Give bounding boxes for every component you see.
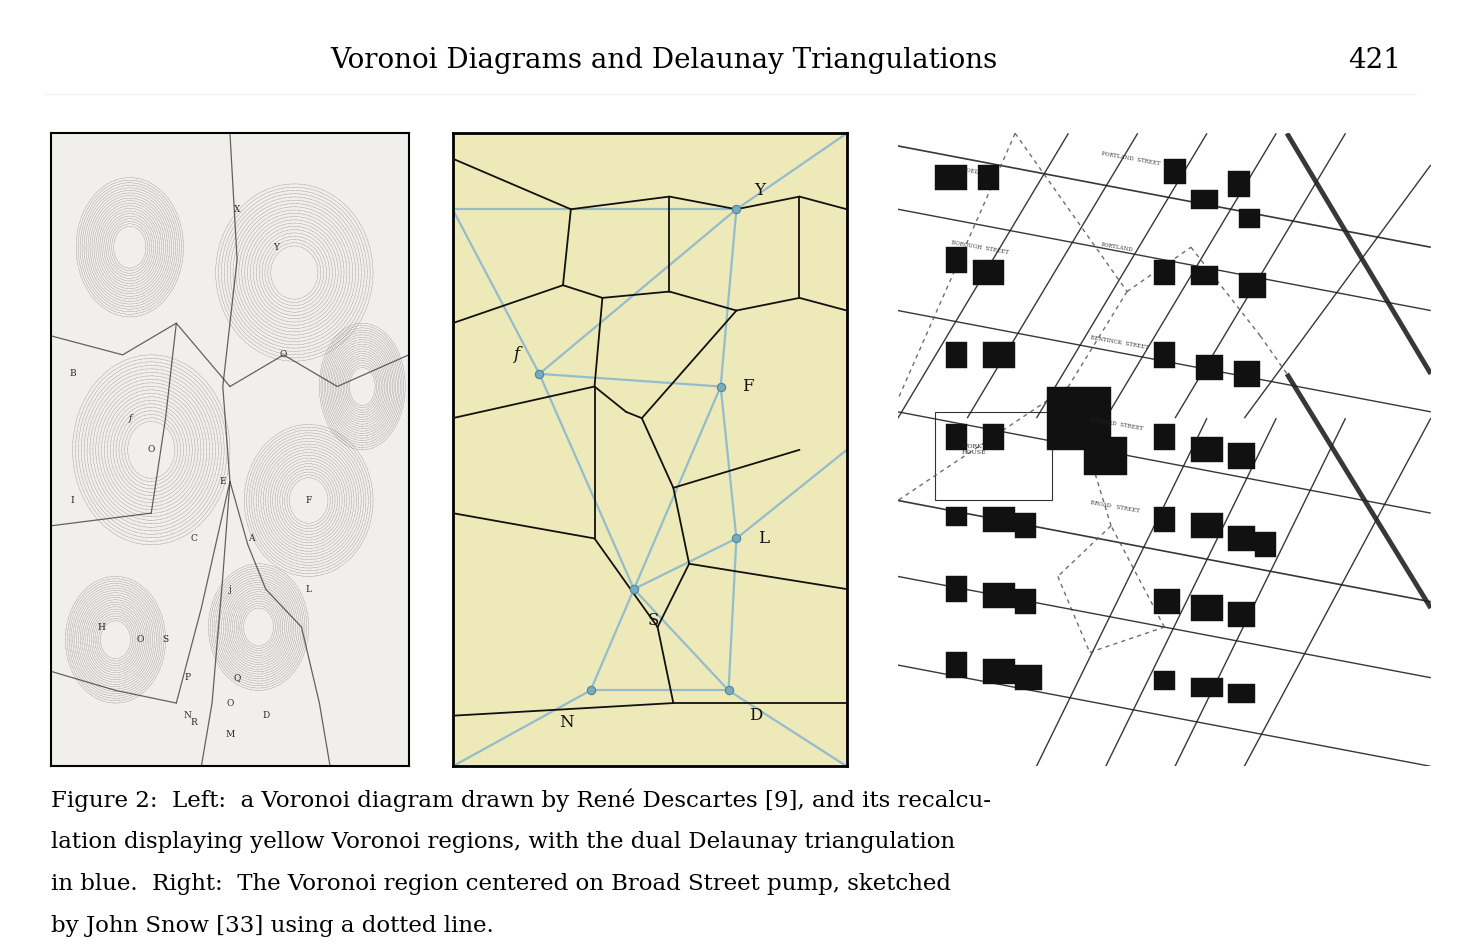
Bar [1191, 190, 1218, 209]
Bar [1228, 526, 1256, 551]
Text: O: O [226, 699, 234, 707]
Bar [1228, 171, 1250, 196]
Bar [978, 165, 999, 190]
Text: A: A [248, 534, 254, 543]
Bar [946, 652, 967, 678]
Bar [983, 659, 1015, 684]
Bar [1228, 684, 1256, 703]
Bar [1191, 267, 1218, 286]
Text: F: F [305, 496, 312, 505]
Text: PORTLAND  STREET: PORTLAND STREET [1101, 151, 1161, 167]
Text: f: f [512, 347, 518, 364]
Text: j: j [229, 585, 231, 594]
Text: B: B [69, 369, 76, 378]
Text: by John Snow [33] using a dotted line.: by John Snow [33] using a dotted line. [51, 915, 493, 937]
Bar [1153, 342, 1175, 367]
Text: PORTLAND: PORTLAND [1101, 242, 1133, 252]
Text: S: S [648, 612, 660, 629]
Text: C: C [191, 534, 197, 543]
Bar [1256, 532, 1276, 558]
Bar [1153, 425, 1175, 449]
Text: BOROUGH  STREET: BOROUGH STREET [952, 240, 1009, 255]
Bar [1191, 513, 1223, 539]
Bar [983, 583, 1015, 608]
Bar [1015, 665, 1042, 690]
Text: NOEL: NOEL [962, 168, 980, 175]
Text: D: D [263, 711, 269, 721]
Text: H: H [98, 623, 105, 631]
Text: D: D [749, 707, 762, 724]
Bar [1234, 361, 1260, 387]
Bar [1191, 595, 1223, 621]
Text: Y: Y [273, 243, 279, 251]
Text: Q: Q [234, 673, 241, 683]
Bar [946, 506, 967, 526]
Bar [1240, 272, 1266, 298]
Bar [1153, 671, 1175, 690]
Bar [1228, 602, 1256, 627]
Bar [1191, 437, 1223, 463]
Text: L: L [305, 585, 311, 594]
Text: 421: 421 [1349, 48, 1402, 74]
Text: Y: Y [755, 182, 765, 199]
Bar [946, 425, 967, 449]
Text: M: M [225, 730, 235, 739]
Text: R: R [191, 718, 197, 726]
Text: O: O [137, 635, 145, 645]
Text: N: N [559, 714, 574, 730]
Bar [1228, 444, 1256, 468]
Bar [1191, 678, 1223, 697]
Text: F: F [743, 378, 753, 395]
Text: f: f [128, 414, 131, 423]
Text: N: N [182, 711, 191, 721]
Bar [972, 260, 1004, 286]
Bar [1153, 589, 1180, 614]
Text: WORK
HOUSE: WORK HOUSE [962, 445, 987, 455]
Bar [983, 506, 1015, 532]
Text: lation displaying yellow Voronoi regions, with the dual Delaunay triangulation: lation displaying yellow Voronoi regions… [51, 831, 955, 853]
Bar [1015, 589, 1037, 614]
Text: in blue.  Right:  The Voronoi region centered on Broad Street pump, sketched: in blue. Right: The Voronoi region cente… [51, 873, 950, 895]
Bar [1153, 506, 1175, 532]
Text: O: O [147, 446, 155, 454]
Bar [1196, 355, 1223, 380]
Bar [1165, 159, 1186, 184]
Text: Figure 2:  Left:  a Voronoi diagram drawn by René Descartes [9], and its recalcu: Figure 2: Left: a Voronoi diagram drawn … [51, 788, 991, 812]
Bar [1015, 513, 1037, 539]
Text: P: P [184, 673, 190, 683]
Bar [1085, 437, 1127, 475]
Text: X: X [234, 205, 241, 214]
Bar [936, 165, 967, 190]
Text: BROAD   STREET: BROAD STREET [1089, 500, 1140, 513]
Text: E: E [219, 477, 226, 486]
Bar [946, 576, 967, 602]
Bar [946, 248, 967, 272]
Text: I: I [70, 496, 74, 505]
Text: L: L [759, 530, 769, 547]
Text: O: O [280, 350, 288, 359]
Text: S: S [162, 635, 168, 645]
Text: BENTINCK  STREET: BENTINCK STREET [1089, 334, 1149, 349]
Bar [1047, 387, 1111, 449]
Bar [983, 342, 1015, 367]
Bar [1153, 260, 1175, 286]
Bar [983, 425, 1004, 449]
Bar [936, 412, 1053, 501]
Bar [946, 342, 967, 367]
Text: EDWARD  STREET: EDWARD STREET [1089, 417, 1143, 431]
Text: Voronoi Diagrams and Delaunay Triangulations: Voronoi Diagrams and Delaunay Triangulat… [330, 48, 999, 74]
Bar [1240, 209, 1260, 228]
